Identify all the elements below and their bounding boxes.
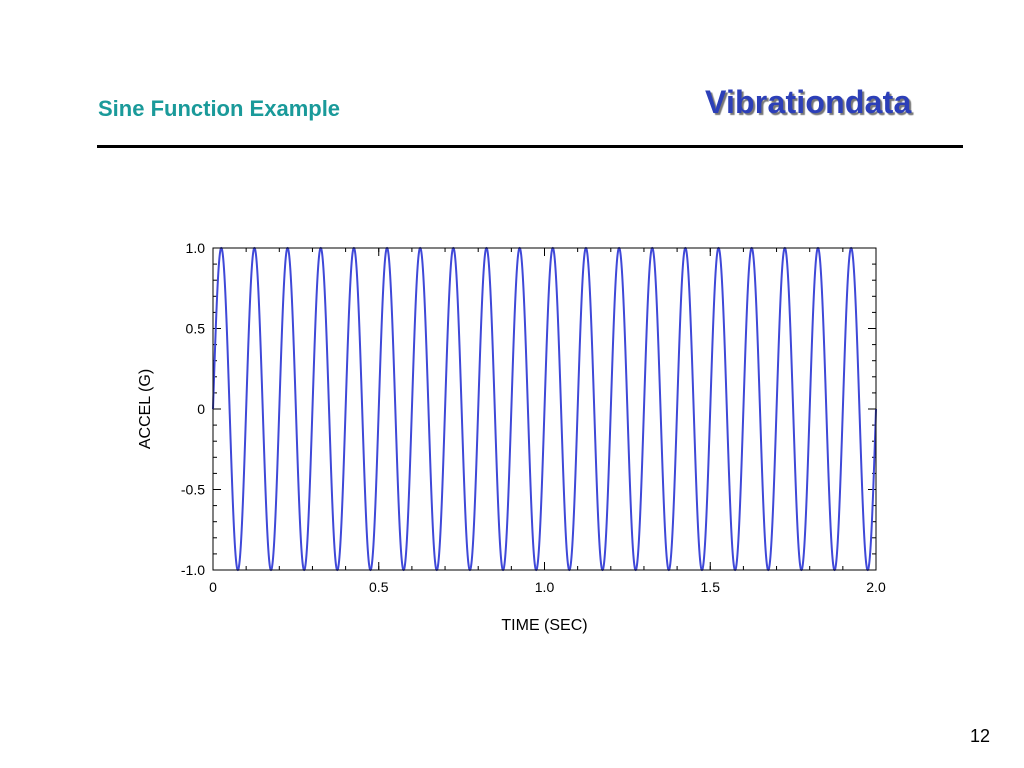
y-tick-label: 0.5: [186, 321, 206, 337]
x-tick-labels: 0 0.5 1.0 1.5 2.0: [209, 579, 886, 595]
y-tick-label: 1.0: [186, 240, 206, 256]
x-tick-label: 2.0: [866, 579, 886, 595]
x-tick-label: 0: [209, 579, 217, 595]
y-tick-label: -1.0: [181, 562, 205, 578]
y-tick-labels: -1.0 -0.5 0 0.5 1.0: [181, 240, 205, 578]
x-tick-label: 1.5: [701, 579, 721, 595]
slide-title: Sine Function Example: [98, 96, 341, 121]
x-tick-label: 0.5: [369, 579, 389, 595]
x-axis-label: TIME (SEC): [501, 617, 587, 634]
y-tick-label: 0: [197, 401, 205, 417]
vibrationdata-logo: Vibrationdata: [705, 84, 912, 120]
page-number: 12: [969, 726, 990, 746]
x-tick-label: 1.0: [535, 579, 555, 595]
series-line-sine: [212, 246, 877, 572]
plot-frame: [212, 247, 877, 571]
y-tick-label: -0.5: [181, 482, 205, 498]
y-axis-label: ACCEL (G): [137, 369, 154, 449]
title-divider: [97, 145, 963, 148]
